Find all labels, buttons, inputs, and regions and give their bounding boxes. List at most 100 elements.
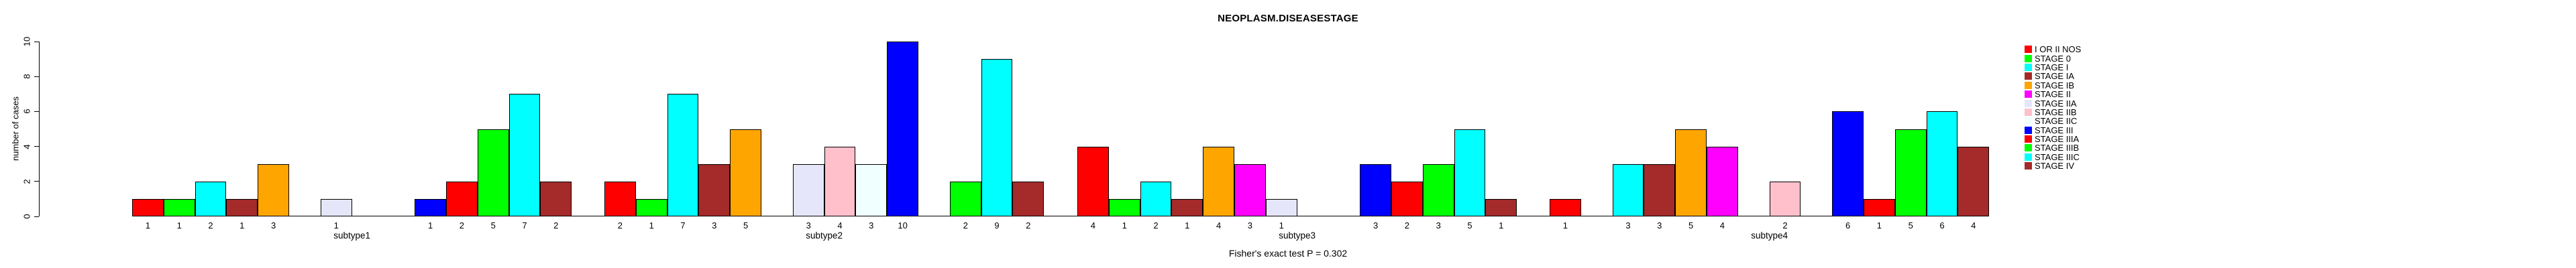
bar-value-label: 1: [1279, 220, 1284, 230]
bar-subtype2-stage-iia: [792, 163, 824, 216]
bar-value-label: 4: [1216, 220, 1222, 230]
y-tick-label: 2: [21, 179, 32, 184]
bar-subtype3-stage-ia: [1171, 198, 1203, 216]
y-tick-mark: [34, 216, 39, 217]
bar-value-label: 4: [1719, 220, 1725, 230]
bar-subtype1-stage-ib: [258, 163, 289, 216]
legend-swatch-icon: [2025, 108, 2032, 116]
bar-value-label: 7: [522, 220, 527, 230]
bar-value-label: 2: [459, 220, 465, 230]
legend-swatch-icon: [2025, 135, 2032, 143]
bar-subtype4-stage-ii: [1707, 146, 1738, 216]
legend-item-i-or-ii-nos: I OR II NOS: [2025, 45, 2081, 54]
bar-value-label: 1: [239, 220, 245, 230]
bar-value-label: 4: [1971, 220, 1976, 230]
legend-swatch-icon: [2025, 162, 2032, 170]
bar-value-label: 1: [333, 220, 339, 230]
bar-subtype4-stage-ia: [1644, 163, 1676, 216]
bar-value-label: 6: [1845, 220, 1851, 230]
bar-value-label: 5: [743, 220, 749, 230]
legend-swatch-icon: [2025, 117, 2032, 125]
bar-subtype1-stage-iii: [415, 198, 446, 216]
bar-subtype1-stage-0: [163, 198, 195, 216]
bar-subtype3-stage-iia: [1265, 198, 1297, 216]
legend-item-stage-iiib: STAGE IIIB: [2025, 143, 2081, 152]
bar-subtype4-stage-iiia: [1864, 198, 1895, 216]
legend-swatch-icon: [2025, 63, 2032, 71]
bar-value-label: 1: [1876, 220, 1882, 230]
bar-subtype3-stage-iiia: [1391, 181, 1423, 216]
group-label-subtype3: subtype3: [1279, 230, 1316, 241]
legend-swatch-icon: [2025, 46, 2032, 54]
y-axis-title: number of cases: [10, 96, 21, 161]
bar-subtype1-i-or-ii-nos: [132, 198, 164, 216]
chart-title: NEOPLASM.DISEASESTAGE: [1218, 13, 1358, 24]
bar-subtype1-stage-iiib: [477, 129, 509, 216]
y-axis-line: [39, 42, 40, 216]
bar-value-label: 5: [490, 220, 496, 230]
bar-value-label: 3: [712, 220, 717, 230]
bar-value-label: 7: [680, 220, 686, 230]
legend-item-stage-iv: STAGE IV: [2025, 161, 2081, 170]
bar-value-label: 2: [1026, 220, 1031, 230]
bar-value-label: 3: [1373, 220, 1379, 230]
bar-value-label: 5: [1467, 220, 1472, 230]
bar-subtype4-stage-ib: [1675, 129, 1707, 216]
legend-label: STAGE IIB: [2035, 107, 2077, 117]
bar-subtype4-stage-i: [1612, 163, 1644, 216]
legend-label: STAGE IV: [2035, 161, 2074, 172]
bar-subtype3-stage-iv: [1485, 198, 1517, 216]
bar-subtype4-stage-iv: [1957, 146, 1990, 216]
bar-subtype1-stage-iiia: [446, 181, 478, 216]
bar-value-label: 3: [806, 220, 811, 230]
bar-subtype2-stage-ib: [730, 129, 761, 216]
bar-value-label: 3: [1657, 220, 1662, 230]
bar-value-label: 1: [1562, 220, 1568, 230]
legend: I OR II NOS STAGE 0 STAGE I STAGE IA STAGE I…: [2025, 45, 2081, 170]
legend-swatch-icon: [2025, 72, 2032, 80]
legend-swatch-icon: [2025, 126, 2032, 134]
bar-value-label: 2: [208, 220, 213, 230]
bar-value-label: 3: [1247, 220, 1253, 230]
legend-swatch-icon: [2025, 90, 2032, 98]
legend-item-stage-iiia: STAGE IIIA: [2025, 135, 2081, 143]
bar-subtype2-stage-ia: [698, 163, 731, 216]
legend-label: STAGE III: [2035, 125, 2074, 135]
legend-swatch-icon: [2025, 81, 2032, 89]
legend-swatch-icon: [2025, 153, 2032, 161]
bar-subtype2-stage-i: [667, 94, 699, 216]
bar-value-label: 2: [617, 220, 623, 230]
bar-value-label: 1: [649, 220, 654, 230]
bar-value-label: 10: [898, 220, 908, 230]
bar-subtype2-stage-iv: [1012, 181, 1044, 216]
bar-value-label: 1: [176, 220, 182, 230]
bar-subtype1-stage-iiic: [508, 94, 541, 216]
legend-label: STAGE IIIB: [2035, 143, 2080, 153]
y-tick-mark: [34, 76, 39, 77]
bar-subtype4-stage-iib: [1769, 181, 1801, 216]
y-tick-mark: [34, 181, 39, 182]
group-label-subtype1: subtype1: [333, 230, 370, 241]
legend-label: STAGE I: [2035, 62, 2069, 72]
legend-label: I OR II NOS: [2035, 44, 2082, 55]
bar-subtype3-stage-ib: [1203, 146, 1234, 216]
bar-value-label: 1: [1185, 220, 1190, 230]
legend-label: STAGE IIIC: [2035, 151, 2080, 162]
legend-label: STAGE IIC: [2035, 116, 2078, 127]
bar-value-label: 9: [994, 220, 1000, 230]
bar-value-label: 2: [1782, 220, 1788, 230]
bar-value-label: 1: [1122, 220, 1127, 230]
legend-label: STAGE IB: [2035, 80, 2074, 90]
bar-subtype3-stage-iiib: [1422, 163, 1454, 216]
bar-value-label: 3: [270, 220, 276, 230]
bar-subtype3-stage-0: [1108, 198, 1140, 216]
bar-value-label: 2: [1404, 220, 1410, 230]
bar-subtype3-stage-i: [1140, 181, 1172, 216]
bar-value-label: 2: [1153, 220, 1159, 230]
bar-value-label: 3: [1436, 220, 1441, 230]
legend-label: STAGE IA: [2035, 71, 2074, 82]
legend-item-stage-iiic: STAGE IIIC: [2025, 153, 2081, 161]
bar-subtype1-stage-ia: [226, 198, 258, 216]
bar-subtype4-i-or-ii-nos: [1550, 198, 1581, 216]
